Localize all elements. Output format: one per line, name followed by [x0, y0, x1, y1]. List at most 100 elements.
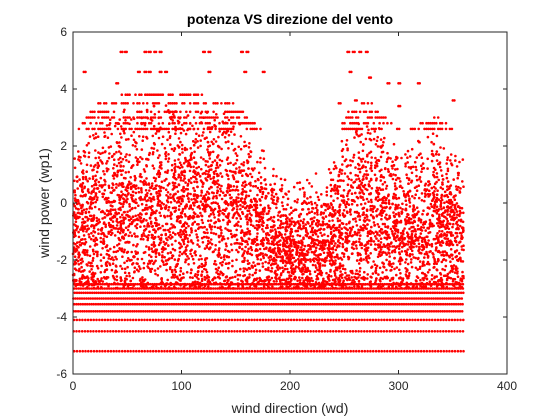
scatter-point — [357, 262, 361, 265]
scatter-point — [388, 207, 392, 210]
scatter-point — [358, 240, 361, 243]
scatter-point — [175, 264, 179, 268]
scatter-point — [113, 200, 117, 203]
scatter-point — [454, 231, 458, 235]
scatter-point — [302, 237, 305, 241]
scatter-point — [432, 170, 435, 174]
scatter-point — [364, 165, 368, 169]
scatter-point — [385, 213, 388, 217]
scatter-point — [252, 185, 255, 188]
scatter-point — [317, 272, 320, 276]
scatter-point — [202, 131, 205, 134]
scatter-point — [175, 178, 178, 181]
scatter-point — [382, 140, 385, 144]
scatter-point — [354, 220, 358, 223]
scatter-point — [201, 185, 204, 188]
scatter-point — [310, 241, 313, 245]
scatter-point — [231, 234, 234, 238]
scatter-point — [207, 152, 211, 155]
scatter-point — [304, 226, 308, 230]
scatter-point — [113, 124, 117, 128]
scatter-point — [254, 268, 258, 272]
scatter-point — [294, 259, 298, 262]
scatter-point — [426, 157, 430, 161]
scatter-point — [296, 229, 300, 233]
scatter-point — [334, 242, 337, 245]
scatter-point — [440, 233, 443, 236]
scatter-point — [363, 278, 366, 281]
scatter-point — [161, 135, 165, 138]
scatter-point — [381, 150, 385, 154]
scatter-point — [326, 251, 329, 255]
scatter-point — [446, 225, 449, 228]
scatter-point — [316, 239, 320, 242]
scatter-point — [404, 165, 407, 168]
scatter-point — [298, 181, 302, 184]
scatter-point — [172, 149, 176, 152]
scatter-point — [91, 177, 95, 181]
scatter-point — [212, 195, 216, 198]
scatter-point — [204, 257, 207, 260]
scatter-point — [461, 226, 465, 230]
scatter-point — [339, 233, 342, 237]
scatter-point — [307, 201, 311, 205]
scatter-point — [232, 176, 235, 179]
scatter-point — [423, 199, 426, 203]
scatter-point — [155, 248, 159, 251]
scatter-point — [296, 198, 300, 201]
scatter-point — [389, 227, 393, 231]
scatter-point — [81, 270, 85, 273]
scatter-point — [152, 250, 155, 254]
scatter-point — [359, 195, 362, 198]
scatter-point — [433, 206, 436, 210]
scatter-point — [462, 244, 465, 247]
scatter-point — [303, 195, 306, 198]
scatter-point — [433, 190, 436, 193]
scatter-point — [272, 280, 276, 283]
scatter-point — [367, 128, 370, 132]
scatter-point — [73, 204, 77, 208]
scatter-point — [186, 244, 189, 247]
scatter-point — [322, 211, 326, 215]
scatter-point — [317, 198, 321, 202]
scatter-point — [325, 271, 328, 275]
scatter-point — [176, 190, 180, 193]
scatter-point — [459, 278, 462, 282]
scatter-point — [260, 195, 264, 199]
scatter-point — [213, 216, 216, 219]
scatter-point — [443, 268, 447, 272]
scatter-point — [179, 163, 183, 167]
scatter-point — [284, 264, 287, 268]
scatter-point — [283, 233, 287, 236]
scatter-point — [369, 213, 373, 217]
scatter-point — [334, 248, 338, 252]
scatter-point — [355, 269, 358, 272]
scatter-point — [246, 204, 249, 208]
scatter-point — [421, 264, 424, 268]
scatter-point — [248, 232, 251, 236]
scatter-point — [439, 273, 443, 276]
scatter-point — [134, 224, 137, 228]
scatter-point — [92, 226, 96, 230]
scatter-point — [164, 232, 168, 236]
scatter-point — [375, 237, 378, 240]
scatter-point — [173, 186, 176, 189]
scatter-point — [394, 193, 397, 197]
scatter-point — [80, 238, 83, 241]
scatter-point — [259, 161, 262, 164]
scatter-point — [311, 231, 315, 234]
scatter-point — [233, 275, 237, 279]
scatter-point — [246, 222, 249, 226]
scatter-point — [349, 213, 353, 216]
scatter-point — [90, 237, 93, 241]
scatter-point — [160, 161, 163, 164]
scatter-point — [118, 182, 121, 185]
scatter-point — [382, 250, 385, 254]
scatter-point — [280, 272, 283, 275]
scatter-point — [292, 220, 296, 224]
scatter-point — [362, 219, 366, 222]
scatter-point — [170, 270, 174, 274]
scatter-point — [85, 170, 88, 173]
scatter-point — [247, 146, 251, 149]
scatter-point — [140, 148, 144, 151]
